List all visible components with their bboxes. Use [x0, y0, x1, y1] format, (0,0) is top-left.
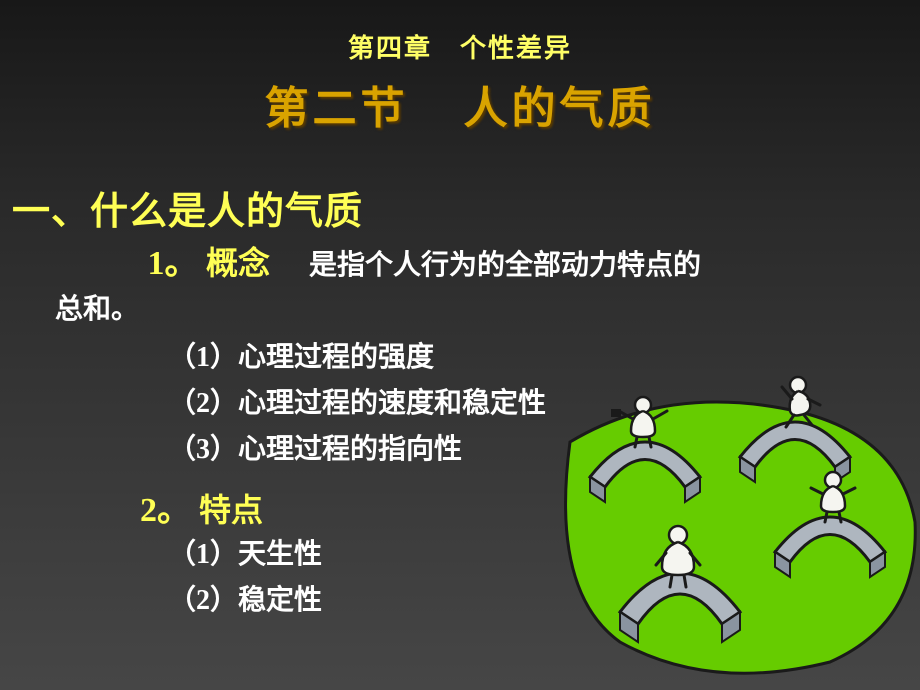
concept-list: （1）心理过程的强度 （2）心理过程的速度和稳定性 （3）心理过程的指向性	[168, 335, 546, 474]
people-bridges-illustration	[550, 342, 920, 682]
concept-item-3: （3）心理过程的指向性	[168, 427, 546, 473]
feature-list: （1）天生性 （2）稳定性	[168, 532, 322, 624]
concept-block: 1。 概念 是指个人行为的全部动力特点的 总和。	[55, 240, 815, 330]
feature-block: 2。 特点	[140, 482, 263, 531]
section-title: 第二节 人的气质	[0, 72, 920, 136]
concept-label: 概念	[206, 245, 270, 281]
concept-item-2: （2）心理过程的速度和稳定性	[168, 381, 546, 427]
feature-item-1: （1）天生性	[168, 532, 322, 578]
feature-label: 特点	[199, 492, 263, 528]
slide: 第四章 个性差异 第二节 人的气质 一、什么是人的气质 1。 概念 是指个人行为…	[0, 0, 920, 690]
concept-item-1: （1）心理过程的强度	[168, 335, 546, 381]
concept-number: 1。	[148, 245, 199, 282]
concept-body-1: 是指个人行为的全部动力特点的	[309, 250, 701, 281]
feature-item-2: （2）稳定性	[168, 578, 322, 624]
section-number: 第二节	[265, 84, 409, 133]
feature-number: 2。	[140, 492, 191, 529]
chapter-label: 第四章 个性差异	[0, 28, 920, 65]
section-name: 人的气质	[464, 84, 656, 133]
heading-1: 一、什么是人的气质	[12, 180, 363, 235]
concept-body-2: 总和。	[55, 294, 139, 325]
